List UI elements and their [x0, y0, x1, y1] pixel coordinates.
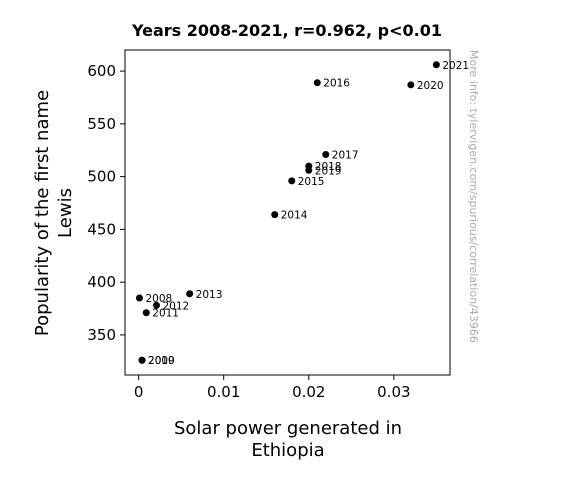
point-label-2016: 2016	[323, 78, 350, 90]
data-point-2010	[138, 356, 146, 364]
y-tick-label: 600	[87, 62, 116, 80]
data-point-2017	[322, 150, 330, 158]
point-label-2017: 2017	[332, 149, 359, 161]
data-point-2011	[142, 309, 150, 317]
x-tick-label: 0.01	[207, 383, 240, 401]
y-tick-label: 400	[87, 273, 116, 291]
y-tick-label: 500	[87, 168, 116, 186]
data-points: 2008200920102011201220132014201520162017…	[135, 60, 469, 367]
point-label-2011: 2011	[152, 308, 179, 320]
chart-title: Years 2008-2021, r=0.962, p<0.01	[131, 21, 442, 40]
point-label-2021: 2021	[442, 60, 469, 72]
y-axis: 350 400 450 500 550 600	[87, 62, 125, 344]
point-label-2012: 2012	[162, 300, 189, 312]
data-point-2016	[313, 79, 321, 87]
x-axis-label-line-2: Ethiopia	[251, 440, 324, 461]
source-note: More info: tylervigen.com/spurious/corre…	[467, 50, 480, 343]
point-label-2020: 2020	[417, 80, 444, 92]
data-point-2021	[432, 61, 440, 69]
point-label-2008: 2008	[145, 293, 172, 305]
data-point-2008	[135, 294, 143, 302]
data-point-2015	[288, 177, 296, 185]
point-label-2018: 2018	[315, 161, 342, 173]
data-point-2013	[186, 290, 194, 298]
x-tick-label: 0.03	[377, 383, 410, 401]
point-label-2009: 2009	[148, 355, 175, 367]
x-axis: 0 0.01 0.02 0.03	[134, 375, 411, 401]
data-point-2019	[305, 166, 313, 174]
point-label-2015: 2015	[298, 176, 325, 188]
data-point-2020	[407, 81, 415, 89]
y-axis-label-line-1: Popularity of the first name	[32, 90, 53, 336]
y-tick-label: 550	[87, 115, 116, 133]
point-label-2013: 2013	[196, 289, 223, 301]
point-label-2010: 2010	[148, 355, 175, 367]
y-tick-label: 450	[87, 220, 116, 238]
x-tick-label: 0	[134, 383, 144, 401]
x-tick-label: 0.02	[292, 383, 325, 401]
plot-frame	[124, 49, 451, 376]
data-point-2012	[152, 301, 160, 309]
point-label-2019: 2019	[315, 165, 342, 177]
point-label-2014: 2014	[281, 210, 308, 222]
x-axis-label-line-1: Solar power generated in	[174, 418, 402, 439]
y-axis-label-line-2: Lewis	[55, 188, 76, 238]
y-tick-label: 350	[87, 326, 116, 344]
data-point-2014	[271, 211, 279, 219]
